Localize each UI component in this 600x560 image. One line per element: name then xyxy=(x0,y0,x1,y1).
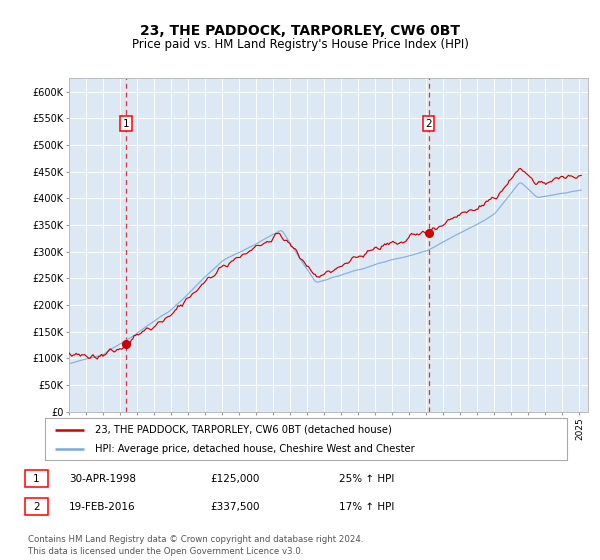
Text: 2: 2 xyxy=(33,502,40,512)
Text: 19-FEB-2016: 19-FEB-2016 xyxy=(69,502,136,512)
Text: HPI: Average price, detached house, Cheshire West and Chester: HPI: Average price, detached house, Ches… xyxy=(95,444,415,454)
Text: 1: 1 xyxy=(122,119,129,129)
Text: 1: 1 xyxy=(33,474,40,484)
Text: Contains HM Land Registry data © Crown copyright and database right 2024.
This d: Contains HM Land Registry data © Crown c… xyxy=(28,535,364,556)
Text: 30-APR-1998: 30-APR-1998 xyxy=(69,474,136,484)
Text: £125,000: £125,000 xyxy=(210,474,259,484)
Text: Price paid vs. HM Land Registry's House Price Index (HPI): Price paid vs. HM Land Registry's House … xyxy=(131,38,469,52)
Text: 2: 2 xyxy=(425,119,432,129)
Text: 23, THE PADDOCK, TARPORLEY, CW6 0BT (detached house): 23, THE PADDOCK, TARPORLEY, CW6 0BT (det… xyxy=(95,424,391,435)
Text: 17% ↑ HPI: 17% ↑ HPI xyxy=(339,502,394,512)
Text: 23, THE PADDOCK, TARPORLEY, CW6 0BT: 23, THE PADDOCK, TARPORLEY, CW6 0BT xyxy=(140,24,460,38)
Text: £337,500: £337,500 xyxy=(210,502,260,512)
Text: 25% ↑ HPI: 25% ↑ HPI xyxy=(339,474,394,484)
